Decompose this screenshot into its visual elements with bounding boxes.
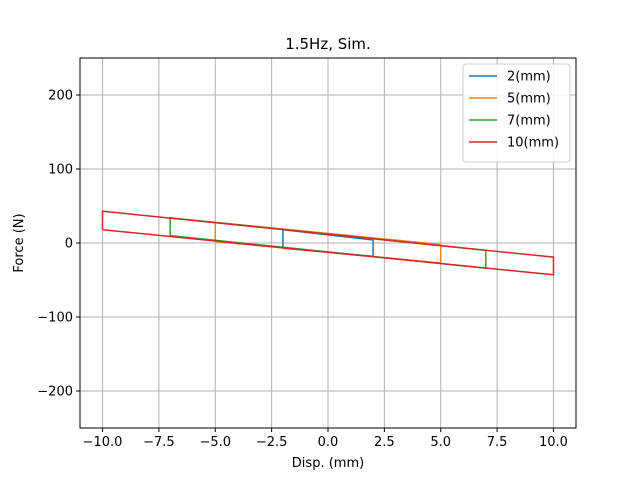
legend-label: 2(mm) [507, 70, 551, 85]
chart-title: 1.5Hz, Sim. [285, 35, 371, 53]
y-tick-label: 200 [48, 89, 73, 104]
x-tick-label: 2.5 [374, 435, 395, 450]
legend-box [462, 63, 571, 163]
x-tick-label: 10.0 [539, 435, 568, 450]
x-axis-title: Disp. (mm) [292, 456, 364, 471]
x-tick-label: −10.0 [83, 435, 123, 450]
x-tick-label: 7.5 [487, 435, 508, 450]
series-line-10-mm- [101, 210, 555, 276]
legend: 2(mm) 5(mm) 7(mm) 10(mm) [462, 63, 571, 163]
y-tick-label: −100 [37, 311, 73, 326]
y-tick-label: 0 [65, 237, 73, 252]
y-axis-ticks: −200 −100 0 100 200 [37, 89, 80, 400]
series-layer [101, 210, 555, 276]
x-tick-label: −7.5 [143, 435, 175, 450]
x-tick-label: 0.0 [318, 435, 339, 450]
legend-label: 7(mm) [507, 114, 551, 129]
y-tick-label: 100 [48, 163, 73, 178]
legend-label: 10(mm) [507, 136, 559, 151]
y-axis-title: Force (N) [12, 213, 27, 272]
x-tick-label: −5.0 [199, 435, 231, 450]
x-axis-ticks: −10.0 −7.5 −5.0 −2.5 0.0 2.5 5.0 7.5 10.0 [83, 428, 568, 450]
y-tick-label: −200 [37, 385, 73, 400]
x-tick-label: −2.5 [256, 435, 288, 450]
legend-label: 5(mm) [507, 92, 551, 107]
x-tick-label: 5.0 [430, 435, 451, 450]
